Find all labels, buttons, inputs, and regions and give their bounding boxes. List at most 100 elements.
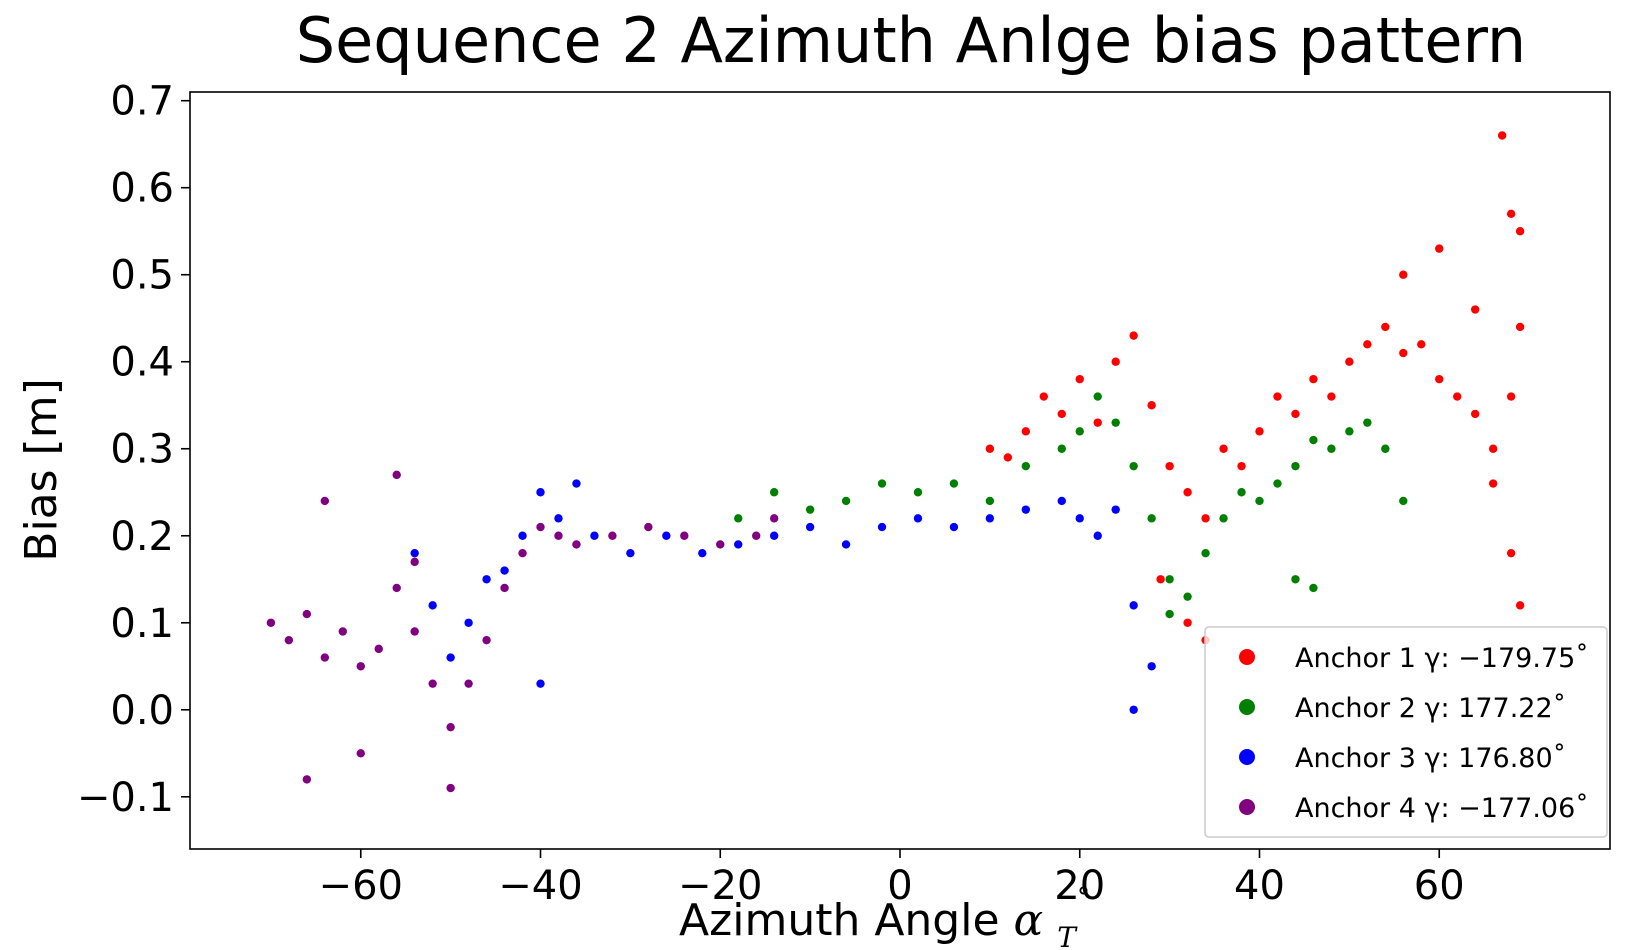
data-point-series-3 [554, 514, 563, 523]
data-point-series-4 [518, 548, 527, 558]
data-point-series-4 [338, 627, 347, 636]
data-point-series-1 [1156, 575, 1165, 584]
data-point-series-3 [626, 548, 635, 558]
data-point-series-4 [266, 618, 276, 627]
data-point-series-1 [1309, 374, 1318, 384]
data-point-series-2 [1363, 418, 1372, 427]
data-point-series-1 [1506, 392, 1516, 401]
data-point-series-1 [1039, 392, 1048, 401]
legend-label-series-2: Anchor 2 γ: 177.22˚ [1295, 693, 1566, 724]
data-point-series-1 [1165, 461, 1174, 471]
data-point-series-3 [410, 548, 419, 558]
data-point-series-4 [392, 583, 401, 593]
data-point-series-1 [1219, 444, 1228, 453]
data-point-series-3 [1147, 662, 1156, 671]
data-point-series-4 [374, 644, 383, 654]
data-point-series-1 [1435, 244, 1444, 253]
data-point-series-1 [1327, 392, 1336, 401]
data-point-series-4 [536, 522, 545, 532]
data-point-series-4 [392, 470, 401, 480]
data-point-series-2 [1273, 479, 1282, 488]
data-point-series-2 [1291, 461, 1300, 471]
legend-entries: Anchor 1 γ: −179.75˚ Anchor 2 γ: 177.22˚ A… [1239, 643, 1589, 824]
data-point-series-2 [1327, 444, 1336, 453]
data-point-series-2 [1165, 575, 1174, 584]
data-point-series-1 [1201, 514, 1210, 523]
data-point-series-3 [841, 540, 851, 549]
data-point-series-2 [913, 488, 923, 497]
data-point-series-3 [482, 575, 491, 584]
data-point-series-2 [1201, 548, 1210, 558]
x-tick-label: −40 [498, 863, 582, 909]
legend-label-series-1: Anchor 1 γ: −179.75˚ [1295, 643, 1589, 674]
y-tick-label: 0.5 [110, 253, 174, 299]
data-point-series-1 [1057, 409, 1066, 419]
data-point-series-2 [1129, 461, 1138, 471]
data-point-series-2 [734, 514, 743, 523]
data-point-series-1 [1506, 548, 1516, 558]
data-point-series-1 [1515, 227, 1525, 236]
data-point-series-1 [1381, 322, 1390, 332]
legend-marker-series-3 [1239, 749, 1255, 765]
data-points-layer [266, 131, 1525, 793]
data-point-series-4 [410, 627, 419, 636]
data-point-series-1 [1453, 392, 1462, 401]
data-point-series-2 [1345, 427, 1354, 436]
data-point-series-2 [1021, 461, 1031, 471]
data-point-series-2 [1147, 514, 1156, 523]
x-tick-label: −20 [678, 863, 762, 909]
x-axis-label-degree: ˚ [1076, 886, 1091, 921]
x-tick-label: 60 [1414, 863, 1465, 909]
data-point-series-1 [1147, 401, 1156, 410]
data-point-series-2 [1309, 583, 1318, 593]
data-point-series-2 [1381, 444, 1390, 453]
data-point-series-3 [518, 531, 527, 540]
data-point-series-3 [913, 514, 923, 523]
data-point-series-1 [985, 444, 995, 453]
data-point-series-2 [1291, 575, 1300, 584]
data-point-series-2 [1075, 427, 1084, 436]
y-tick-label: 0.0 [110, 688, 174, 734]
data-point-series-4 [680, 531, 689, 540]
data-point-series-4 [644, 522, 653, 532]
data-point-series-3 [428, 601, 437, 610]
data-point-series-4 [320, 496, 330, 506]
data-point-series-1 [1129, 331, 1138, 340]
data-point-series-1 [1003, 453, 1013, 462]
data-point-series-3 [1111, 505, 1120, 514]
data-point-series-2 [1219, 514, 1228, 523]
data-point-series-1 [1021, 427, 1031, 436]
y-tick-label: 0.6 [110, 166, 174, 212]
x-axis-label: Azimuth Angle α T ˚ [679, 886, 1091, 950]
data-point-series-4 [752, 531, 761, 540]
data-point-series-2 [985, 496, 995, 506]
data-point-series-1 [1111, 357, 1120, 366]
data-point-series-1 [1093, 418, 1102, 427]
data-point-series-1 [1399, 348, 1408, 358]
legend-label-series-4: Anchor 4 γ: −177.06˚ [1295, 793, 1589, 824]
y-tick-label: 0.7 [110, 79, 174, 125]
x-axis-ticks: −60 −40 −20 0 20 40 60 [319, 849, 1465, 909]
data-point-series-4 [554, 531, 563, 540]
data-point-series-1 [1273, 392, 1282, 401]
data-point-series-4 [284, 635, 294, 645]
legend-box [1204, 626, 1608, 838]
x-tick-label: −60 [319, 863, 403, 909]
x-tick-label: 0 [887, 863, 912, 909]
data-point-series-3 [590, 531, 599, 540]
data-point-series-3 [805, 522, 815, 532]
data-point-series-1 [1506, 209, 1516, 219]
chart-title: Sequence 2 Azimuth Anlge bias pattern [296, 4, 1526, 77]
y-tick-label: 0.3 [110, 427, 174, 473]
x-tick-label: 40 [1234, 863, 1285, 909]
data-point-series-3 [949, 522, 959, 532]
data-point-series-1 [1237, 461, 1246, 471]
data-point-series-4 [500, 583, 509, 593]
data-point-series-3 [1129, 601, 1138, 610]
data-point-series-4 [608, 531, 617, 540]
data-point-series-3 [985, 514, 995, 523]
data-point-series-2 [1165, 609, 1174, 619]
data-point-series-2 [1237, 488, 1246, 497]
data-point-series-3 [1093, 531, 1102, 540]
